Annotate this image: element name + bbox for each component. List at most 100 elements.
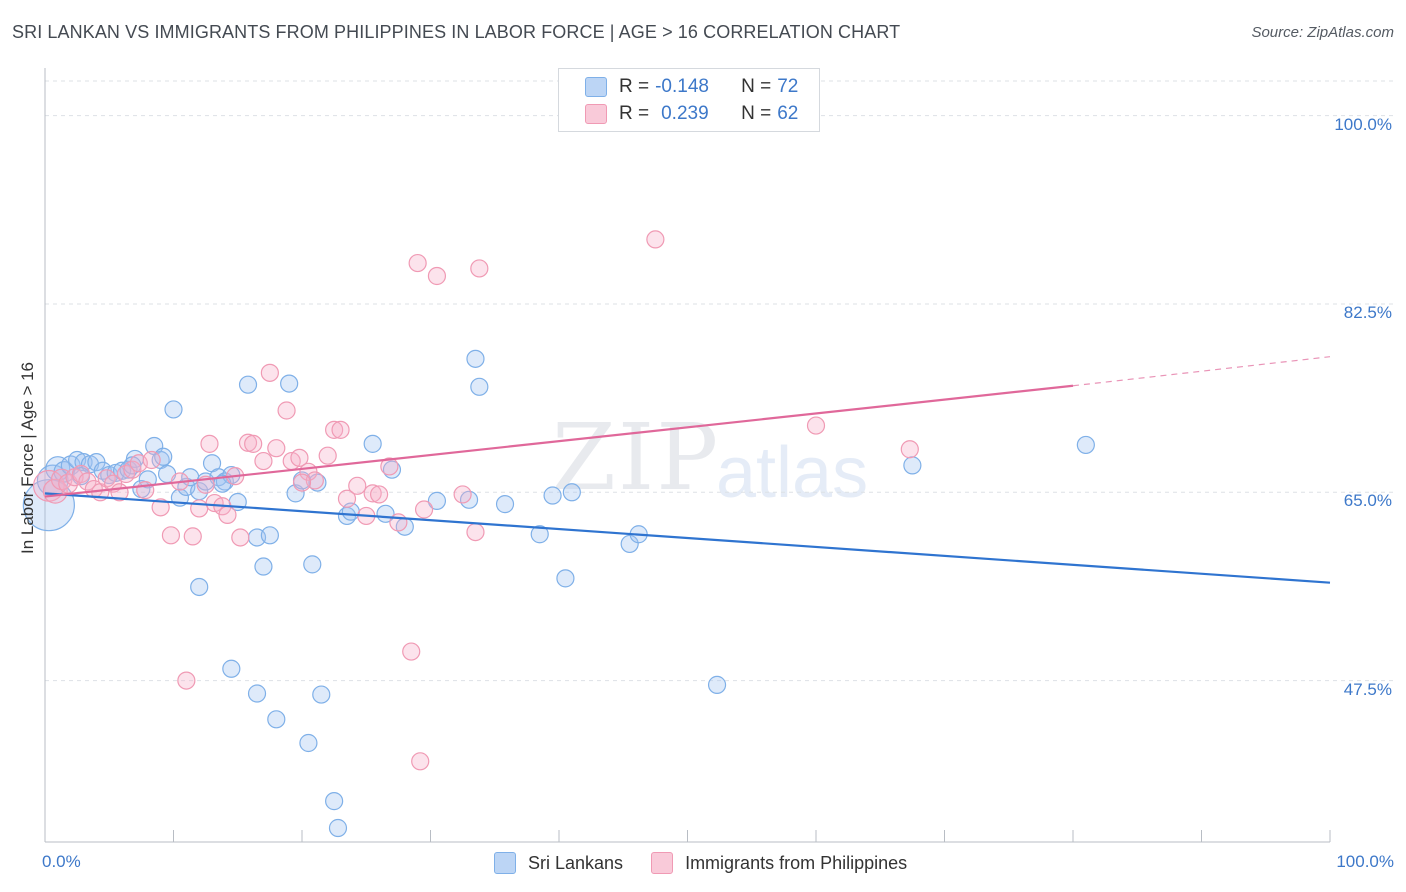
philippines-point xyxy=(453,485,472,504)
correlation-legend: R = -0.148 N = 72 R = 0.239 N = 62 xyxy=(558,68,820,132)
philippines-point xyxy=(260,363,279,382)
philippines-point xyxy=(806,416,826,435)
philippines-point xyxy=(267,439,286,458)
philippines-point xyxy=(900,440,919,459)
philippines-trend-line xyxy=(44,384,1074,498)
sri-lankans-point xyxy=(562,483,581,502)
philippines-point xyxy=(646,230,665,249)
sri-lankans-swatch xyxy=(585,77,607,97)
philippines-legend-swatch xyxy=(651,852,674,874)
sri-lankans-point xyxy=(164,400,183,419)
sri-lankans-point xyxy=(556,569,575,588)
philippines-point xyxy=(277,401,296,420)
philippines-point xyxy=(363,484,382,503)
sri-lankans-trend-line xyxy=(44,492,1331,584)
philippines-point xyxy=(370,485,389,504)
legend-item-philippines: Immigrants from Philippines xyxy=(651,852,907,874)
legend-label: Sri Lankans xyxy=(528,852,624,873)
n-value: 72 xyxy=(777,76,799,97)
sri-lankans-point xyxy=(325,792,344,811)
sri-lankans-point xyxy=(312,685,331,704)
philippines-point xyxy=(402,642,421,661)
philippines-point xyxy=(254,451,273,471)
sri-lankans-legend-swatch xyxy=(494,852,516,874)
series-legend: Sri Lankans Immigrants from Philippines xyxy=(494,852,935,874)
philippines-point xyxy=(123,460,142,479)
sri-lankans-point xyxy=(222,659,241,678)
sri-lankans-point xyxy=(299,733,318,753)
philippines-point xyxy=(337,489,357,508)
sri-lankans-point xyxy=(363,434,382,453)
philippines-trend-extension xyxy=(1072,356,1331,387)
y-tick-label: 65.0% xyxy=(1343,491,1392,511)
philippines-point xyxy=(408,253,427,273)
n-label: N = xyxy=(741,103,772,124)
philippines-point xyxy=(142,450,161,470)
x-tick-label: 0.0% xyxy=(42,852,81,871)
sri-lankans-point xyxy=(903,456,922,475)
sri-lankans-point xyxy=(1076,435,1095,455)
sri-lankans-point xyxy=(238,375,258,394)
philippines-point xyxy=(380,457,399,476)
sri-lankans-point xyxy=(543,486,562,505)
y-tick-label: 82.5% xyxy=(1343,302,1392,322)
sri-lankans-point xyxy=(427,491,447,510)
philippines-point xyxy=(348,476,367,495)
philippines-point xyxy=(161,526,181,545)
sri-lankans-point xyxy=(260,526,279,545)
sri-lankans-point xyxy=(267,710,286,729)
y-tick-label: 100.0% xyxy=(1334,114,1392,134)
sri-lankans-point xyxy=(138,470,157,489)
sri-lankans-point xyxy=(154,447,173,466)
y-axis-label: In Labor Force | Age > 16 xyxy=(18,361,37,555)
philippines-point xyxy=(151,498,170,517)
y-tick-label: 47.5% xyxy=(1343,679,1392,699)
r-label: R = xyxy=(619,103,650,124)
philippines-point xyxy=(292,473,312,492)
sri-lankans-point xyxy=(190,577,209,597)
r-value: -0.148 xyxy=(655,76,709,97)
sri-lankans-point xyxy=(280,374,299,393)
sri-lankans-point xyxy=(303,555,322,574)
philippines-point xyxy=(466,522,485,542)
philippines-point xyxy=(318,446,337,465)
sri-lankans-point xyxy=(470,377,489,396)
legend-label: Immigrants from Philippines xyxy=(685,852,908,873)
source-label: Source: ZipAtlas.com xyxy=(1251,24,1394,41)
philippines-point xyxy=(183,527,202,546)
philippines-point xyxy=(411,752,430,771)
philippines-point xyxy=(325,420,344,439)
philippines-point xyxy=(200,434,219,453)
philippines-point xyxy=(231,528,250,547)
sri-lankans-point xyxy=(247,684,267,703)
r-value: 0.239 xyxy=(661,103,709,124)
r-label: R = xyxy=(619,76,650,97)
philippines-point xyxy=(414,500,434,519)
philippines-point xyxy=(470,259,489,278)
watermark-zip: ZIP xyxy=(552,404,721,511)
philippines-swatch xyxy=(585,104,607,124)
sri-lankans-point xyxy=(466,349,485,368)
philippines-point xyxy=(78,472,97,491)
chart-title: SRI LANKAN VS IMMIGRANTS FROM PHILIPPINE… xyxy=(12,22,901,42)
sri-lankans-point xyxy=(530,525,549,544)
philippines-point xyxy=(218,505,237,524)
sri-lankans-point xyxy=(707,675,727,694)
legend-row-philippines: R = 0.239 N = 62 xyxy=(585,102,798,126)
philippines-point xyxy=(71,464,91,484)
philippines-point xyxy=(427,266,447,286)
sri-lankans-point xyxy=(495,495,515,514)
philippines-point xyxy=(244,434,263,453)
watermark-atlas: atlas xyxy=(716,433,869,513)
legend-row-sri-lankans: R = -0.148 N = 72 xyxy=(585,75,798,99)
philippines-point xyxy=(331,420,350,439)
sri-lankans-point xyxy=(382,460,402,479)
legend-item-sri-lankans: Sri Lankans xyxy=(494,852,623,874)
n-value: 62 xyxy=(777,103,799,124)
sri-lankans-point xyxy=(328,818,348,838)
sri-lankans-point xyxy=(254,557,273,576)
n-label: N = xyxy=(741,76,772,97)
philippines-point xyxy=(177,671,196,690)
x-tick-label: 100.0% xyxy=(1336,852,1394,871)
